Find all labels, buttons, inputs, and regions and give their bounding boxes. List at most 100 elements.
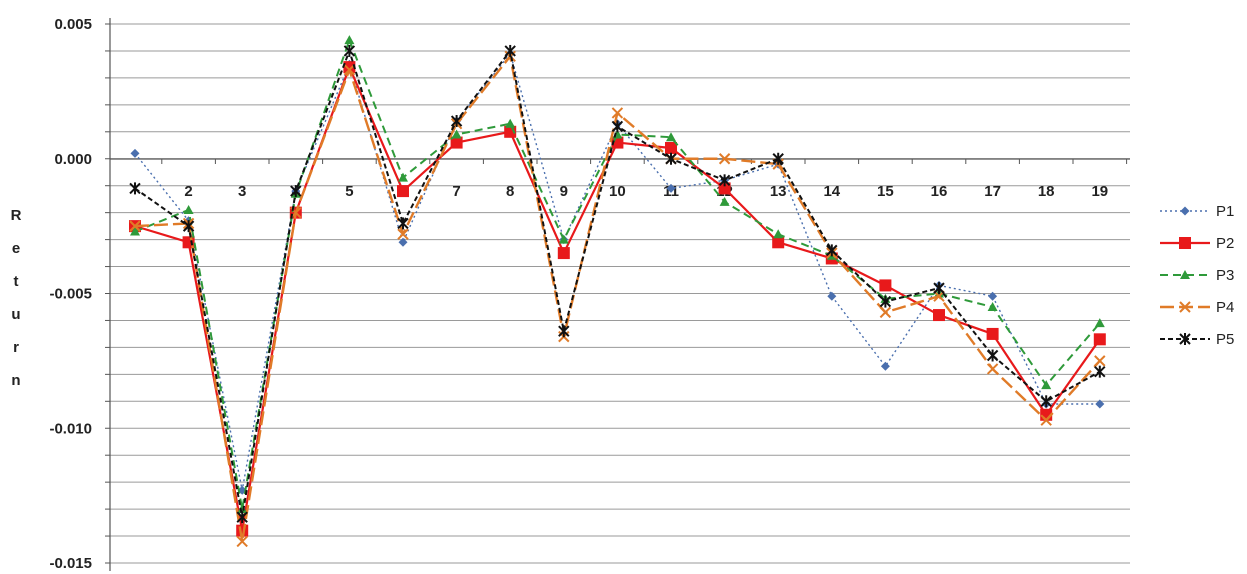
data-point-p5 <box>933 282 945 295</box>
series-line-p1 <box>134 52 1100 491</box>
data-point-p3 <box>719 196 730 206</box>
data-point-p5 <box>826 244 838 257</box>
legend-label: P1 <box>1216 203 1234 220</box>
legend-label: P3 <box>1216 267 1234 284</box>
data-point-p3 <box>130 226 140 236</box>
legend-marker <box>1180 270 1190 279</box>
y-axis-label-letter: t <box>14 273 19 290</box>
legend-item-p3: P3 <box>1160 267 1234 284</box>
data-point-p5 <box>986 349 999 362</box>
x-tick-label: 18 <box>1038 183 1055 200</box>
data-point-p2 <box>343 61 356 74</box>
data-point-p2 <box>1093 333 1106 346</box>
x-tick-label: 2 <box>184 183 192 200</box>
legend-marker <box>1179 237 1191 249</box>
data-point-p4 <box>611 107 624 119</box>
y-axis-label-letter: r <box>13 339 19 356</box>
data-point-p5 <box>879 295 892 308</box>
series-p3 <box>130 35 1105 514</box>
x-tick-label: 3 <box>238 183 246 200</box>
y-tick-labels: 0.005 0.000 -0.005 -0.010 -0.015 <box>49 16 92 572</box>
data-point-p4 <box>1094 355 1106 367</box>
data-point-p2 <box>772 236 785 249</box>
data-point-p5 <box>611 120 624 133</box>
series-layer <box>129 35 1106 548</box>
x-tick-label: 5 <box>345 183 353 200</box>
y-tick-label: -0.015 <box>49 555 92 572</box>
y-tick-label: 0.000 <box>54 151 92 168</box>
data-point-p5 <box>558 325 570 338</box>
data-point-p3 <box>183 204 194 214</box>
data-point-p1 <box>1095 399 1105 409</box>
data-point-p3 <box>451 129 462 139</box>
legend-item-p1: P1 <box>1160 203 1234 220</box>
x-tick-label: 13 <box>770 183 787 200</box>
y-axis-label-letter: R <box>11 207 22 224</box>
data-point-p5 <box>290 185 302 198</box>
data-point-p3 <box>987 301 998 311</box>
legend-item-p5: P5 <box>1160 331 1234 348</box>
data-point-p3 <box>1041 380 1052 390</box>
data-point-p5 <box>718 174 731 187</box>
data-point-p1 <box>398 237 408 247</box>
x-tick-label: 15 <box>877 183 894 200</box>
data-point-p4 <box>236 535 248 548</box>
data-point-p3 <box>505 118 516 128</box>
data-point-p1 <box>666 183 676 193</box>
data-point-p1 <box>130 148 140 158</box>
legend-marker <box>1180 206 1190 216</box>
data-point-p4 <box>933 290 945 302</box>
data-point-p3 <box>1094 318 1105 328</box>
data-point-p4 <box>1040 414 1052 426</box>
x-tick-label: 14 <box>823 183 840 200</box>
data-point-p5 <box>772 152 784 165</box>
data-point-p5 <box>236 511 248 524</box>
y-axis-label-letter: u <box>11 306 20 323</box>
legend-item-p2: P2 <box>1160 235 1234 252</box>
x-tick-label: 19 <box>1091 183 1108 200</box>
y-axis-label-letter: n <box>11 372 20 389</box>
data-point-p4 <box>718 153 731 165</box>
x-tick-label: 16 <box>931 183 948 200</box>
data-point-p3 <box>558 234 569 244</box>
legend-label: P2 <box>1216 235 1234 252</box>
data-point-p5 <box>665 152 677 165</box>
data-point-p4 <box>879 306 892 319</box>
data-point-p4 <box>343 64 356 76</box>
data-point-p5 <box>343 44 356 57</box>
data-point-p1 <box>827 291 837 301</box>
series-line-p3 <box>134 39 1101 511</box>
x-tick-label: 7 <box>452 183 460 200</box>
data-point-p5 <box>1094 365 1106 378</box>
legend-marker <box>1179 301 1191 313</box>
y-tick-label: -0.005 <box>49 286 92 303</box>
y-tick-label: -0.010 <box>49 420 92 437</box>
data-point-p2 <box>718 182 731 195</box>
data-point-p3 <box>398 172 408 182</box>
data-point-p5 <box>397 217 409 230</box>
data-point-p4 <box>986 363 999 375</box>
x-tick-label: 10 <box>609 183 626 200</box>
legend-item-p4: P4 <box>1160 299 1234 316</box>
data-point-p2 <box>397 185 409 198</box>
x-tick-label: 9 <box>560 183 568 200</box>
data-point-p1 <box>880 361 890 371</box>
data-point-p5 <box>1040 395 1052 408</box>
data-point-p3 <box>666 132 676 142</box>
legend: P1 P2 P3 P4 P5 <box>1160 203 1234 348</box>
data-point-p1 <box>988 291 998 301</box>
x-tick-label: 17 <box>984 183 1001 200</box>
data-point-p2 <box>665 141 677 154</box>
legend-label: P5 <box>1216 331 1234 348</box>
data-point-p2 <box>557 247 570 260</box>
data-point-p4 <box>397 228 409 240</box>
data-point-p5 <box>450 115 463 128</box>
axes <box>105 18 1130 571</box>
data-point-p5 <box>129 182 141 195</box>
y-tick-label: 0.005 <box>54 16 92 33</box>
data-point-p2 <box>986 327 999 340</box>
gridlines <box>110 23 1130 564</box>
